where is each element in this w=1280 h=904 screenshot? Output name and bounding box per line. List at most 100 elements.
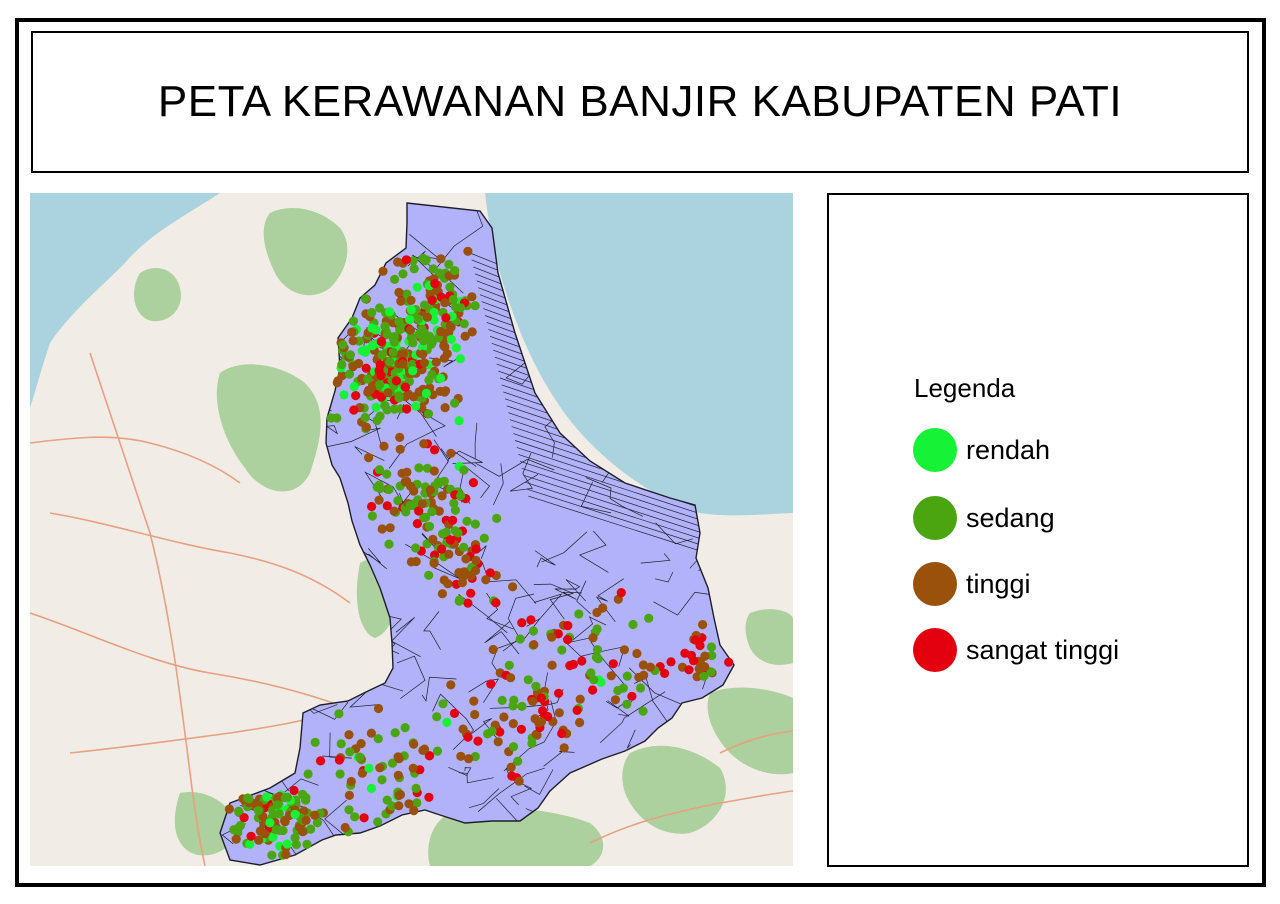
flood-point-sedang[interactable]	[387, 801, 397, 811]
flood-point-sangat-tinggi[interactable]	[695, 640, 705, 651]
flood-point-tinggi[interactable]	[417, 499, 427, 509]
flood-point-tinggi[interactable]	[373, 703, 384, 714]
flood-point-sedang[interactable]	[367, 511, 377, 521]
flood-point-sedang[interactable]	[400, 723, 410, 733]
flood-point-sangat-tinggi[interactable]	[660, 668, 670, 678]
flood-point-sedang[interactable]	[312, 818, 322, 828]
flood-point-sangat-tinggi[interactable]	[627, 691, 637, 701]
flood-point-sangat-tinggi[interactable]	[430, 279, 440, 289]
flood-point-sangat-tinggi[interactable]	[536, 693, 546, 703]
flood-point-tinggi[interactable]	[405, 325, 415, 335]
flood-point-sedang[interactable]	[336, 739, 346, 749]
flood-point-sedang[interactable]	[574, 609, 584, 619]
flood-point-sedang[interactable]	[382, 329, 392, 339]
flood-point-tinggi[interactable]	[394, 287, 404, 297]
flood-point-tinggi[interactable]	[395, 444, 405, 454]
flood-point-sedang[interactable]	[377, 350, 387, 360]
flood-point-sedang[interactable]	[374, 465, 384, 475]
flood-point-sedang[interactable]	[422, 463, 432, 473]
flood-point-tinggi[interactable]	[419, 744, 430, 754]
flood-point-sedang[interactable]	[699, 671, 709, 681]
flood-point-rendah[interactable]	[371, 325, 381, 335]
flood-point-sedang[interactable]	[360, 294, 371, 304]
regency-boundary[interactable]	[219, 202, 735, 866]
flood-point-sedang[interactable]	[586, 668, 596, 678]
flood-point-sedang[interactable]	[345, 747, 355, 757]
flood-point-tinggi[interactable]	[393, 752, 403, 762]
flood-point-sedang[interactable]	[302, 839, 312, 849]
flood-point-sedang[interactable]	[390, 728, 400, 738]
flood-point-tinggi[interactable]	[575, 717, 585, 728]
flood-point-sedang[interactable]	[622, 671, 632, 681]
flood-point-sedang[interactable]	[334, 709, 344, 719]
flood-point-tinggi[interactable]	[425, 485, 435, 495]
flood-point-tinggi[interactable]	[363, 387, 373, 397]
flood-point-tinggi[interactable]	[575, 694, 585, 704]
flood-point-sedang[interactable]	[622, 699, 632, 709]
flood-point-tinggi[interactable]	[464, 754, 474, 764]
flood-point-sedang[interactable]	[384, 539, 394, 549]
flood-point-sedang[interactable]	[301, 793, 311, 803]
flood-point-tinggi[interactable]	[639, 670, 649, 680]
flood-point-sedang[interactable]	[454, 596, 464, 606]
flood-point-tinggi[interactable]	[383, 388, 393, 398]
flood-point-sedang[interactable]	[593, 654, 603, 664]
flood-point-rendah[interactable]	[245, 839, 255, 849]
flood-point-tinggi[interactable]	[393, 770, 403, 780]
flood-point-tinggi[interactable]	[396, 349, 406, 360]
flood-point-tinggi[interactable]	[440, 403, 450, 413]
flood-point-sangat-tinggi[interactable]	[349, 405, 359, 415]
flood-point-tinggi[interactable]	[344, 730, 354, 740]
flood-point-tinggi[interactable]	[514, 776, 524, 786]
flood-point-sedang[interactable]	[459, 542, 469, 552]
flood-point-tinggi[interactable]	[592, 607, 602, 618]
flood-point-tinggi[interactable]	[255, 826, 265, 836]
flood-point-sangat-tinggi[interactable]	[449, 708, 460, 719]
flood-point-tinggi[interactable]	[440, 298, 450, 308]
flood-point-sedang[interactable]	[411, 783, 421, 794]
flood-point-sedang[interactable]	[337, 359, 347, 370]
flood-point-sedang[interactable]	[411, 543, 421, 553]
flood-point-sedang[interactable]	[419, 512, 429, 523]
flood-point-sangat-tinggi[interactable]	[376, 336, 386, 347]
flood-point-tinggi[interactable]	[409, 486, 419, 496]
flood-point-sedang[interactable]	[523, 675, 533, 685]
flood-point-tinggi[interactable]	[531, 729, 541, 739]
flood-point-sedang[interactable]	[450, 505, 460, 515]
flood-point-rendah[interactable]	[405, 315, 415, 325]
flood-point-sedang[interactable]	[706, 667, 716, 677]
flood-point-tinggi[interactable]	[493, 737, 503, 747]
flood-point-sedang[interactable]	[373, 734, 383, 744]
flood-point-sedang[interactable]	[348, 316, 358, 326]
flood-point-tinggi[interactable]	[444, 549, 454, 559]
flood-point-sangat-tinggi[interactable]	[563, 621, 573, 631]
flood-point-sedang[interactable]	[470, 519, 480, 529]
flood-point-tinggi[interactable]	[456, 751, 466, 761]
flood-point-tinggi[interactable]	[446, 448, 456, 458]
flood-point-sedang[interactable]	[409, 264, 419, 274]
flood-point-sangat-tinggi[interactable]	[376, 371, 386, 381]
flood-point-tinggi[interactable]	[457, 578, 467, 588]
flood-point-tinggi[interactable]	[441, 386, 451, 396]
flood-point-sedang[interactable]	[267, 850, 277, 860]
flood-point-tinggi[interactable]	[547, 632, 557, 642]
flood-point-sangat-tinggi[interactable]	[414, 506, 424, 516]
flood-point-rendah[interactable]	[451, 343, 461, 353]
flood-point-sedang[interactable]	[382, 405, 392, 415]
flood-point-sedang[interactable]	[390, 274, 400, 284]
flood-point-sangat-tinggi[interactable]	[441, 313, 451, 323]
flood-point-tinggi[interactable]	[348, 336, 358, 346]
flood-point-tinggi[interactable]	[418, 349, 428, 359]
flood-point-tinggi[interactable]	[554, 708, 564, 718]
flood-point-sangat-tinggi[interactable]	[463, 732, 473, 742]
map-area[interactable]	[30, 193, 793, 866]
flood-point-sedang[interactable]	[414, 463, 424, 473]
flood-point-sangat-tinggi[interactable]	[684, 665, 694, 675]
flood-point-sedang[interactable]	[420, 256, 431, 266]
flood-point-sedang[interactable]	[448, 294, 458, 304]
flood-point-sedang[interactable]	[470, 301, 480, 311]
flood-point-tinggi[interactable]	[547, 660, 557, 670]
flood-point-tinggi[interactable]	[404, 799, 414, 809]
flood-point-sangat-tinggi[interactable]	[563, 635, 573, 645]
flood-point-sangat-tinggi[interactable]	[466, 588, 476, 598]
